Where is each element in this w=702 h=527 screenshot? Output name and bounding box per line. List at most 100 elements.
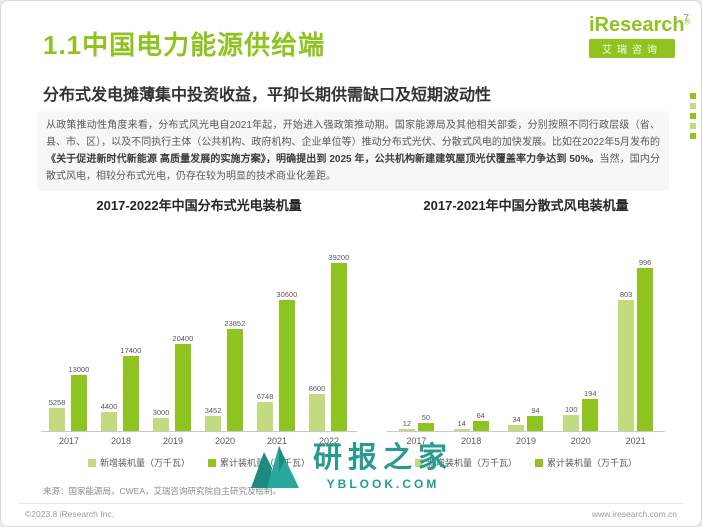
chart-plot-area: 5258 13000 4400 17400 3000 20400 3452 23852 6748… bbox=[41, 226, 357, 432]
x-axis-tick-label: 2021 bbox=[266, 436, 288, 446]
bar-with-label: 6748 bbox=[256, 392, 274, 431]
bar-with-label: 12 bbox=[398, 419, 415, 431]
bar-value-label: 30600 bbox=[276, 289, 298, 299]
legend-item: 累计装机量（万千瓦） bbox=[208, 456, 310, 469]
bar-with-label: 20400 bbox=[172, 334, 193, 431]
bar-with-label: 3452 bbox=[204, 406, 222, 431]
bar-group: 5258 13000 bbox=[43, 365, 95, 431]
bar-value-label: 194 bbox=[584, 389, 597, 399]
bar-value-label: 64 bbox=[476, 410, 485, 420]
bar bbox=[49, 408, 66, 431]
bar-group: 3452 23852 bbox=[199, 319, 251, 431]
page-subtitle: 分布式发电摊薄集中投资收益，平抑长期供需缺口及短期波动性 bbox=[43, 87, 492, 104]
bar-value-label: 4400 bbox=[100, 402, 118, 412]
chart-legend: 新增装机量（万千瓦） 累计装机量（万千瓦） bbox=[387, 456, 665, 469]
bar-value-label: 996 bbox=[638, 258, 652, 268]
decorative-squares bbox=[690, 93, 696, 139]
bar-with-label: 17400 bbox=[120, 346, 141, 431]
bar-value-label: 17400 bbox=[120, 346, 142, 356]
bar bbox=[101, 412, 118, 431]
legend-item: 新增装机量（万千瓦） bbox=[87, 456, 190, 469]
deco-square bbox=[690, 113, 696, 119]
bar bbox=[453, 428, 470, 431]
bar bbox=[508, 425, 525, 431]
bar-with-label: 23852 bbox=[224, 319, 245, 431]
x-axis-tick-label: 2020 bbox=[570, 436, 591, 446]
x-axis-tick-label: 2017 bbox=[406, 436, 427, 446]
body-paragraph: 从政策推动性角度来看，分布式风光电自2021年起，开始进入强政策推动期。国家能源… bbox=[37, 111, 669, 191]
bar-value-label: 3452 bbox=[204, 406, 222, 416]
bar-group: 6748 30600 bbox=[251, 290, 303, 431]
legend-label: 累计装机量（万千瓦） bbox=[220, 458, 311, 468]
bar-with-label: 13000 bbox=[68, 365, 89, 431]
footer-copyright: ©2023.8 iResearch Inc. bbox=[25, 509, 114, 519]
bar bbox=[174, 343, 191, 431]
chart-x-axis-labels: 2017 2018 2019 2020 2021 2022 bbox=[41, 432, 357, 446]
bar bbox=[153, 418, 170, 431]
source-note: 来源：国家能源局，CWEA，艾瑞咨询研究院自主研究及绘制。 bbox=[43, 486, 282, 496]
bar-group: 803 996 bbox=[608, 258, 663, 431]
bar bbox=[398, 429, 415, 431]
bar-value-label: 94 bbox=[531, 405, 540, 415]
chart-x-axis-labels: 2017 2018 2019 2020 2021 bbox=[387, 432, 665, 446]
bar bbox=[582, 399, 599, 431]
page-title: 1.1中国电力能源供给端 bbox=[43, 30, 326, 60]
bar-with-label: 30600 bbox=[276, 290, 297, 431]
x-axis-tick-label: 2017 bbox=[58, 436, 80, 446]
bar-value-label: 14 bbox=[457, 418, 466, 428]
bar bbox=[309, 394, 326, 431]
x-axis-tick-label: 2021 bbox=[625, 436, 646, 446]
bar-value-label: 34 bbox=[512, 415, 521, 425]
bar bbox=[122, 356, 139, 431]
bar-value-label: 6748 bbox=[256, 392, 274, 402]
chart-legend: 新增装机量（万千瓦） 累计装机量（万千瓦） bbox=[41, 456, 357, 469]
bar-value-label: 8600 bbox=[308, 384, 326, 394]
bar-with-label: 94 bbox=[527, 405, 544, 431]
bar-with-label: 803 bbox=[618, 289, 635, 431]
bar-with-label: 64 bbox=[472, 410, 489, 431]
bar-value-label: 3000 bbox=[152, 408, 170, 418]
bar-group: 12 50 bbox=[389, 413, 444, 431]
bar bbox=[563, 414, 580, 431]
bar bbox=[527, 415, 544, 431]
bar-group: 14 64 bbox=[444, 411, 499, 431]
bar-group: 3000 20400 bbox=[147, 334, 199, 431]
bar-value-label: 100 bbox=[565, 404, 578, 414]
bar-group: 100 194 bbox=[553, 389, 608, 431]
x-axis-tick-label: 2020 bbox=[214, 436, 236, 446]
x-axis-tick-label: 2019 bbox=[162, 436, 184, 446]
legend-label: 新增装机量（万千瓦） bbox=[426, 458, 517, 468]
bar-with-label: 14 bbox=[453, 418, 470, 431]
footer-url[interactable]: www.iresearch.com.cn bbox=[591, 509, 677, 519]
watermark-subtitle: YBLOOK.COM bbox=[326, 476, 440, 491]
bar-value-label: 5258 bbox=[48, 398, 66, 408]
logo-chinese-name: 艾瑞咨询 bbox=[589, 39, 675, 58]
bar-value-label: 20400 bbox=[172, 333, 194, 343]
bar-with-label: 194 bbox=[582, 389, 599, 431]
legend-label: 累计装机量（万千瓦） bbox=[547, 458, 638, 468]
deco-square bbox=[690, 93, 696, 99]
bar bbox=[278, 299, 295, 431]
chart-title: 2017-2021年中国分散式风电装机量 bbox=[423, 198, 629, 213]
x-axis-tick-label: 2018 bbox=[110, 436, 132, 446]
paragraph-segment: 从政策推动性角度来看，分布式风光电自2021年起，开始进入强政策推动期。国家能源… bbox=[46, 120, 660, 148]
bar-with-label: 4400 bbox=[100, 402, 118, 431]
bar-with-label: 5258 bbox=[48, 398, 66, 431]
bar-value-label: 803 bbox=[619, 289, 633, 299]
legend-swatch bbox=[208, 458, 216, 467]
bar bbox=[205, 416, 222, 431]
legend-item: 新增装机量（万千瓦） bbox=[414, 456, 517, 469]
paragraph-segment-bold: 《关于促进新时代新能源 高质量发展的实施方案》，明确提出到 2025 年，公共机… bbox=[46, 154, 600, 165]
bar bbox=[70, 375, 87, 431]
x-axis-tick-label: 2019 bbox=[515, 436, 536, 446]
bar bbox=[226, 328, 243, 431]
bar-with-label: 100 bbox=[563, 404, 580, 431]
bar-value-label: 13000 bbox=[68, 365, 90, 375]
bar-chart-distributed-pv: 2017-2022年中国分布式光电装机量 5258 13000 4400 17400 3… bbox=[41, 195, 357, 469]
iresearch-logo: iResearch® 艾瑞咨询 bbox=[589, 15, 691, 58]
chart-plot-area: 12 50 14 64 34 94 100 194 803 996 bbox=[387, 226, 665, 432]
bar bbox=[257, 402, 274, 431]
registered-trademark-icon: ® bbox=[684, 17, 691, 27]
bar-value-label: 50 bbox=[421, 412, 431, 422]
logo-wordmark: iResearch bbox=[589, 14, 685, 36]
